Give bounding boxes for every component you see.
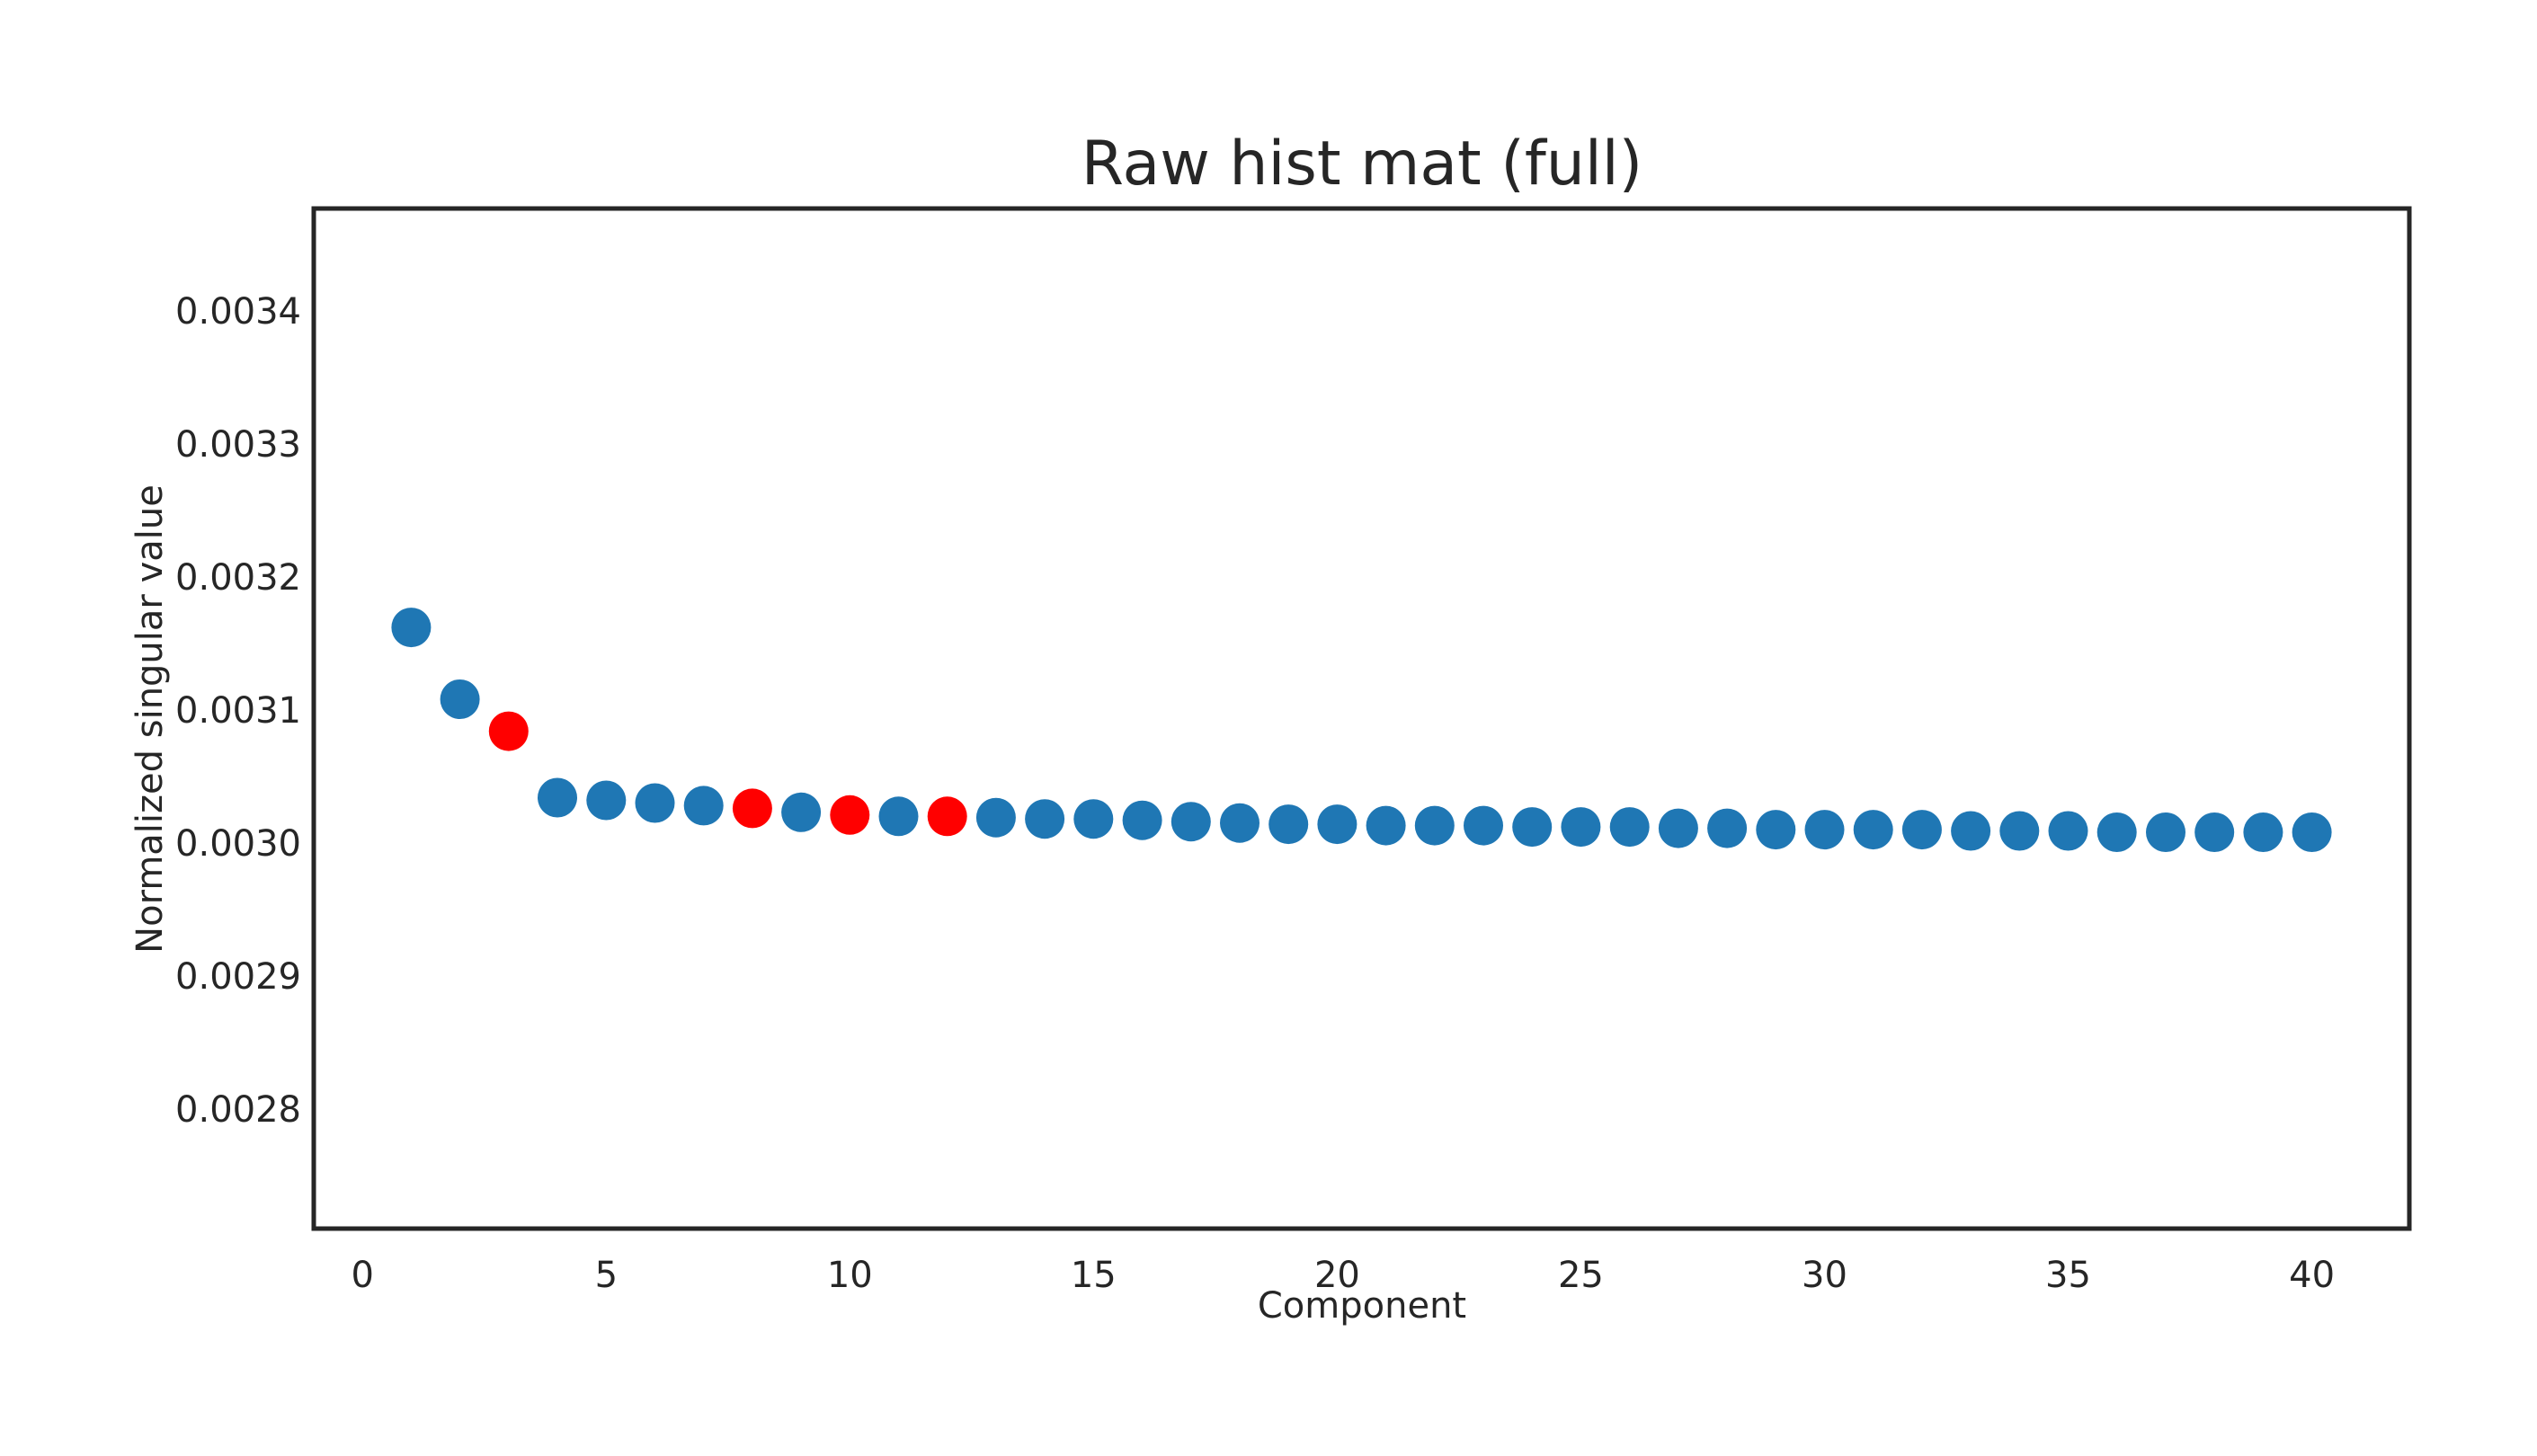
data-point [2048,811,2088,851]
data-point [538,777,577,818]
x-axis-label: Component [1258,1285,1466,1327]
data-point [2146,812,2185,852]
highlighted-data-point [927,796,967,837]
x-tick-label: 20 [1314,1255,1360,1296]
data-point [1268,804,1309,845]
data-point [1999,811,2040,851]
data-point [440,679,480,719]
data-point [1220,803,1260,843]
data-point [1025,799,1065,839]
y-tick-label: 0.0033 [175,424,301,466]
y-axis-label: Normalized singular value [129,484,171,954]
data-point [1951,811,1991,851]
y-tick-label: 0.0030 [175,823,301,865]
data-point [2292,812,2332,852]
data-point [1317,804,1358,845]
y-tick-label: 0.0032 [175,557,301,599]
y-tick-label: 0.0028 [175,1089,301,1131]
x-tick-label: 30 [1802,1255,1847,1296]
x-tick-label: 15 [1071,1255,1117,1296]
x-axis-ticks: 0 5 10 15 20 25 30 35 40 [351,1255,2335,1296]
data-point [1707,808,1748,848]
data-point [2096,812,2137,852]
x-tick-label: 25 [1558,1255,1604,1296]
data-point [1171,802,1211,842]
data-point [1122,800,1162,840]
data-point [1464,805,1503,846]
x-tick-label: 10 [827,1255,873,1296]
data-point [975,797,1016,838]
highlighted-data-point [488,711,529,751]
data-point [1756,810,1796,850]
data-point [635,783,675,823]
data-points [391,608,2332,852]
y-axis-ticks: 0.0028 0.0029 0.0030 0.0031 0.0032 0.0033 0.00… [175,291,301,1131]
data-point [1073,799,1114,839]
data-point [1414,805,1455,846]
y-tick-label: 0.0031 [175,690,301,732]
data-point [1658,808,1698,848]
data-point [878,796,919,837]
y-tick-label: 0.0034 [175,291,301,333]
data-point [1561,807,1601,848]
data-point [391,608,432,648]
y-tick-label: 0.0029 [175,956,301,998]
data-point [1512,807,1553,848]
data-point [683,786,724,826]
data-point [2243,812,2283,852]
chart-title: Raw hist mat (full) [1082,129,1642,200]
highlighted-data-point [732,788,772,829]
data-point [1853,810,1893,850]
x-tick-label: 40 [2289,1255,2335,1296]
data-point [586,780,627,821]
x-tick-label: 35 [2045,1255,2091,1296]
data-point [781,792,822,832]
x-tick-label: 5 [595,1255,618,1296]
data-point [1366,805,1406,846]
data-point [1609,807,1650,848]
highlighted-data-point [830,795,870,835]
plot-frame [311,206,2412,1231]
data-point [1901,810,1942,850]
x-tick-label: 0 [351,1255,373,1296]
data-point [2194,812,2235,852]
data-point [1804,810,1845,850]
